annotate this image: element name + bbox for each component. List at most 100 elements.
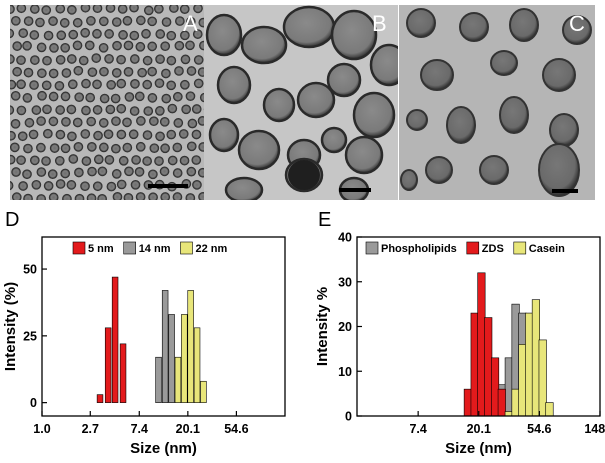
nanoparticle bbox=[143, 106, 154, 116]
x-tick-label: 7.4 bbox=[131, 422, 148, 436]
nanoparticle bbox=[143, 5, 154, 16]
nanoparticle bbox=[111, 169, 122, 179]
nanoparticle bbox=[37, 90, 47, 101]
nanoparticle bbox=[128, 129, 139, 140]
nanoparticle bbox=[81, 78, 91, 89]
nanoparticle bbox=[118, 155, 129, 166]
nanoparticle bbox=[11, 192, 22, 200]
nanoparticle bbox=[160, 192, 171, 200]
nanoparticle bbox=[47, 169, 58, 179]
bar-phospholipids bbox=[504, 357, 513, 417]
nanoparticle bbox=[122, 117, 132, 128]
nanoparticle bbox=[37, 68, 47, 79]
nanoparticle bbox=[42, 128, 53, 139]
nanoparticle bbox=[369, 43, 398, 87]
nanoparticle bbox=[28, 129, 39, 140]
y-tick-label: 30 bbox=[338, 275, 352, 289]
nanoparticle bbox=[55, 105, 66, 115]
nanoparticle bbox=[142, 156, 153, 166]
nanoparticle bbox=[118, 30, 128, 40]
x-tick-label: 20.1 bbox=[467, 422, 491, 436]
nanoparticle bbox=[161, 68, 171, 79]
nanoparticle bbox=[425, 156, 453, 184]
nanoparticle bbox=[23, 16, 34, 26]
nanoparticle bbox=[129, 54, 140, 64]
legend-label: 22 nm bbox=[195, 243, 227, 255]
bar-zds bbox=[477, 272, 486, 417]
nanoparticle bbox=[159, 166, 170, 177]
nanoparticle bbox=[154, 5, 164, 14]
nanoparticle bbox=[67, 79, 78, 90]
nanoparticle bbox=[31, 105, 42, 115]
nanoparticle bbox=[43, 181, 54, 191]
tem-image-b-svg: B bbox=[204, 5, 398, 200]
nanoparticle bbox=[330, 9, 378, 61]
nanoparticle bbox=[36, 42, 47, 53]
nanoparticle bbox=[55, 179, 66, 189]
nanoparticle bbox=[98, 118, 109, 128]
nanoparticle bbox=[135, 141, 146, 152]
nanoparticle bbox=[111, 143, 121, 154]
nanoparticle bbox=[147, 41, 158, 52]
bar-casein bbox=[545, 402, 554, 417]
y-tick-label: 40 bbox=[338, 231, 352, 245]
bar-casein bbox=[504, 411, 513, 417]
nanoparticle bbox=[106, 181, 117, 192]
tem-image-b: B bbox=[204, 5, 400, 200]
nanoparticle bbox=[93, 154, 104, 165]
nanoparticle bbox=[159, 116, 170, 127]
nanoparticle bbox=[111, 116, 121, 127]
nanoparticle bbox=[147, 93, 158, 103]
nanoparticle bbox=[22, 93, 33, 103]
nanoparticle bbox=[185, 40, 195, 51]
nanoparticle bbox=[142, 79, 153, 90]
nanoparticle bbox=[154, 106, 165, 116]
nanoparticle bbox=[18, 181, 28, 191]
nanoparticle bbox=[48, 91, 59, 102]
scale-bar bbox=[552, 189, 578, 193]
nanoparticle bbox=[237, 129, 281, 171]
nanoparticle bbox=[55, 129, 66, 140]
nanoparticle bbox=[67, 5, 77, 15]
nanoparticle bbox=[180, 30, 190, 41]
nanoparticle bbox=[54, 155, 65, 166]
nanoparticle bbox=[42, 55, 52, 66]
nanoparticle bbox=[49, 143, 60, 153]
nanoparticle bbox=[509, 8, 539, 42]
nanoparticle bbox=[12, 41, 23, 51]
panel-letter-e: E bbox=[318, 209, 331, 231]
nanoparticle bbox=[344, 135, 384, 175]
nanoparticle bbox=[42, 104, 52, 115]
nanoparticle bbox=[136, 15, 146, 26]
nanoparticle bbox=[172, 142, 183, 153]
nanoparticle bbox=[60, 143, 71, 154]
nanoparticle bbox=[24, 117, 35, 128]
x-tick-label: 7.4 bbox=[409, 422, 426, 436]
x-tick-label: 1.0 bbox=[33, 422, 50, 436]
x-tick-label: 2.7 bbox=[82, 422, 99, 436]
nanoparticle bbox=[17, 131, 28, 142]
bar-zds bbox=[470, 312, 479, 417]
nanoparticle bbox=[129, 5, 139, 13]
bar-5-nm bbox=[111, 276, 119, 403]
nanoparticle bbox=[97, 194, 107, 200]
nanoparticle bbox=[104, 29, 114, 39]
nanoparticle bbox=[80, 181, 90, 192]
nanoparticle bbox=[178, 129, 189, 139]
nanoparticle bbox=[31, 179, 42, 190]
nanoparticle bbox=[23, 67, 34, 78]
nanoparticle bbox=[167, 103, 178, 114]
nanoparticle bbox=[187, 118, 198, 129]
nanoparticle bbox=[160, 41, 171, 52]
nanoparticle bbox=[80, 27, 91, 38]
nanoparticle bbox=[175, 16, 185, 26]
scale-bar bbox=[339, 188, 371, 192]
nanoparticle bbox=[161, 93, 172, 104]
nanoparticle bbox=[92, 105, 103, 115]
bar-casein bbox=[531, 299, 540, 417]
nanoparticle bbox=[122, 15, 133, 26]
nanoparticle bbox=[174, 40, 185, 51]
nanoparticle bbox=[98, 16, 109, 27]
nanoparticle bbox=[149, 116, 159, 127]
nanoparticle bbox=[191, 104, 202, 114]
